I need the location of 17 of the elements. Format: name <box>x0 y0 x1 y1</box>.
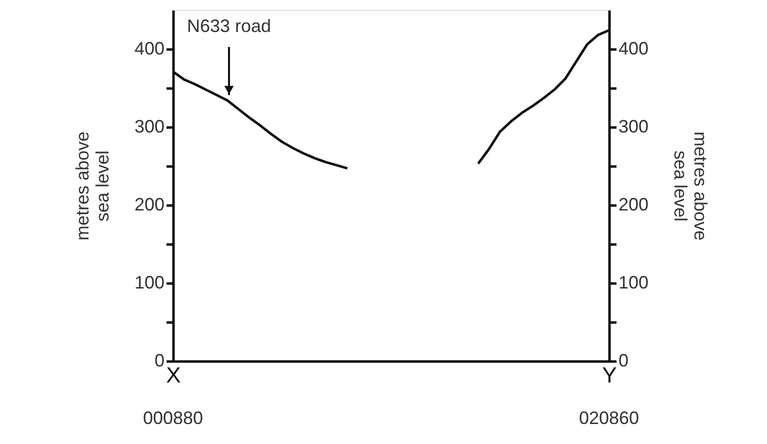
y-tick-label: 200 <box>134 194 164 214</box>
y-tick-label: 0 <box>154 350 164 370</box>
y2-tick-label: 300 <box>618 116 649 136</box>
y-tick-label: 300 <box>134 116 164 136</box>
x-tick-label: Y <box>602 362 618 388</box>
text: 020860 <box>578 408 640 428</box>
y-tick-label: 400 <box>134 38 164 58</box>
y-tick-label: 100 <box>134 272 164 292</box>
y2-tick-label: 0 <box>618 350 629 370</box>
text: 000880 <box>142 408 204 428</box>
y2-tick-label: 400 <box>618 38 649 58</box>
y2-axis-title: metres above sea level <box>670 131 711 241</box>
y2-tick-label: 100 <box>618 272 649 292</box>
y-axis-title: metres above sea level <box>72 131 112 241</box>
annotation: N633 road <box>187 16 272 36</box>
x-tick-label: X <box>166 362 182 388</box>
y2-tick-label: 200 <box>618 194 649 214</box>
